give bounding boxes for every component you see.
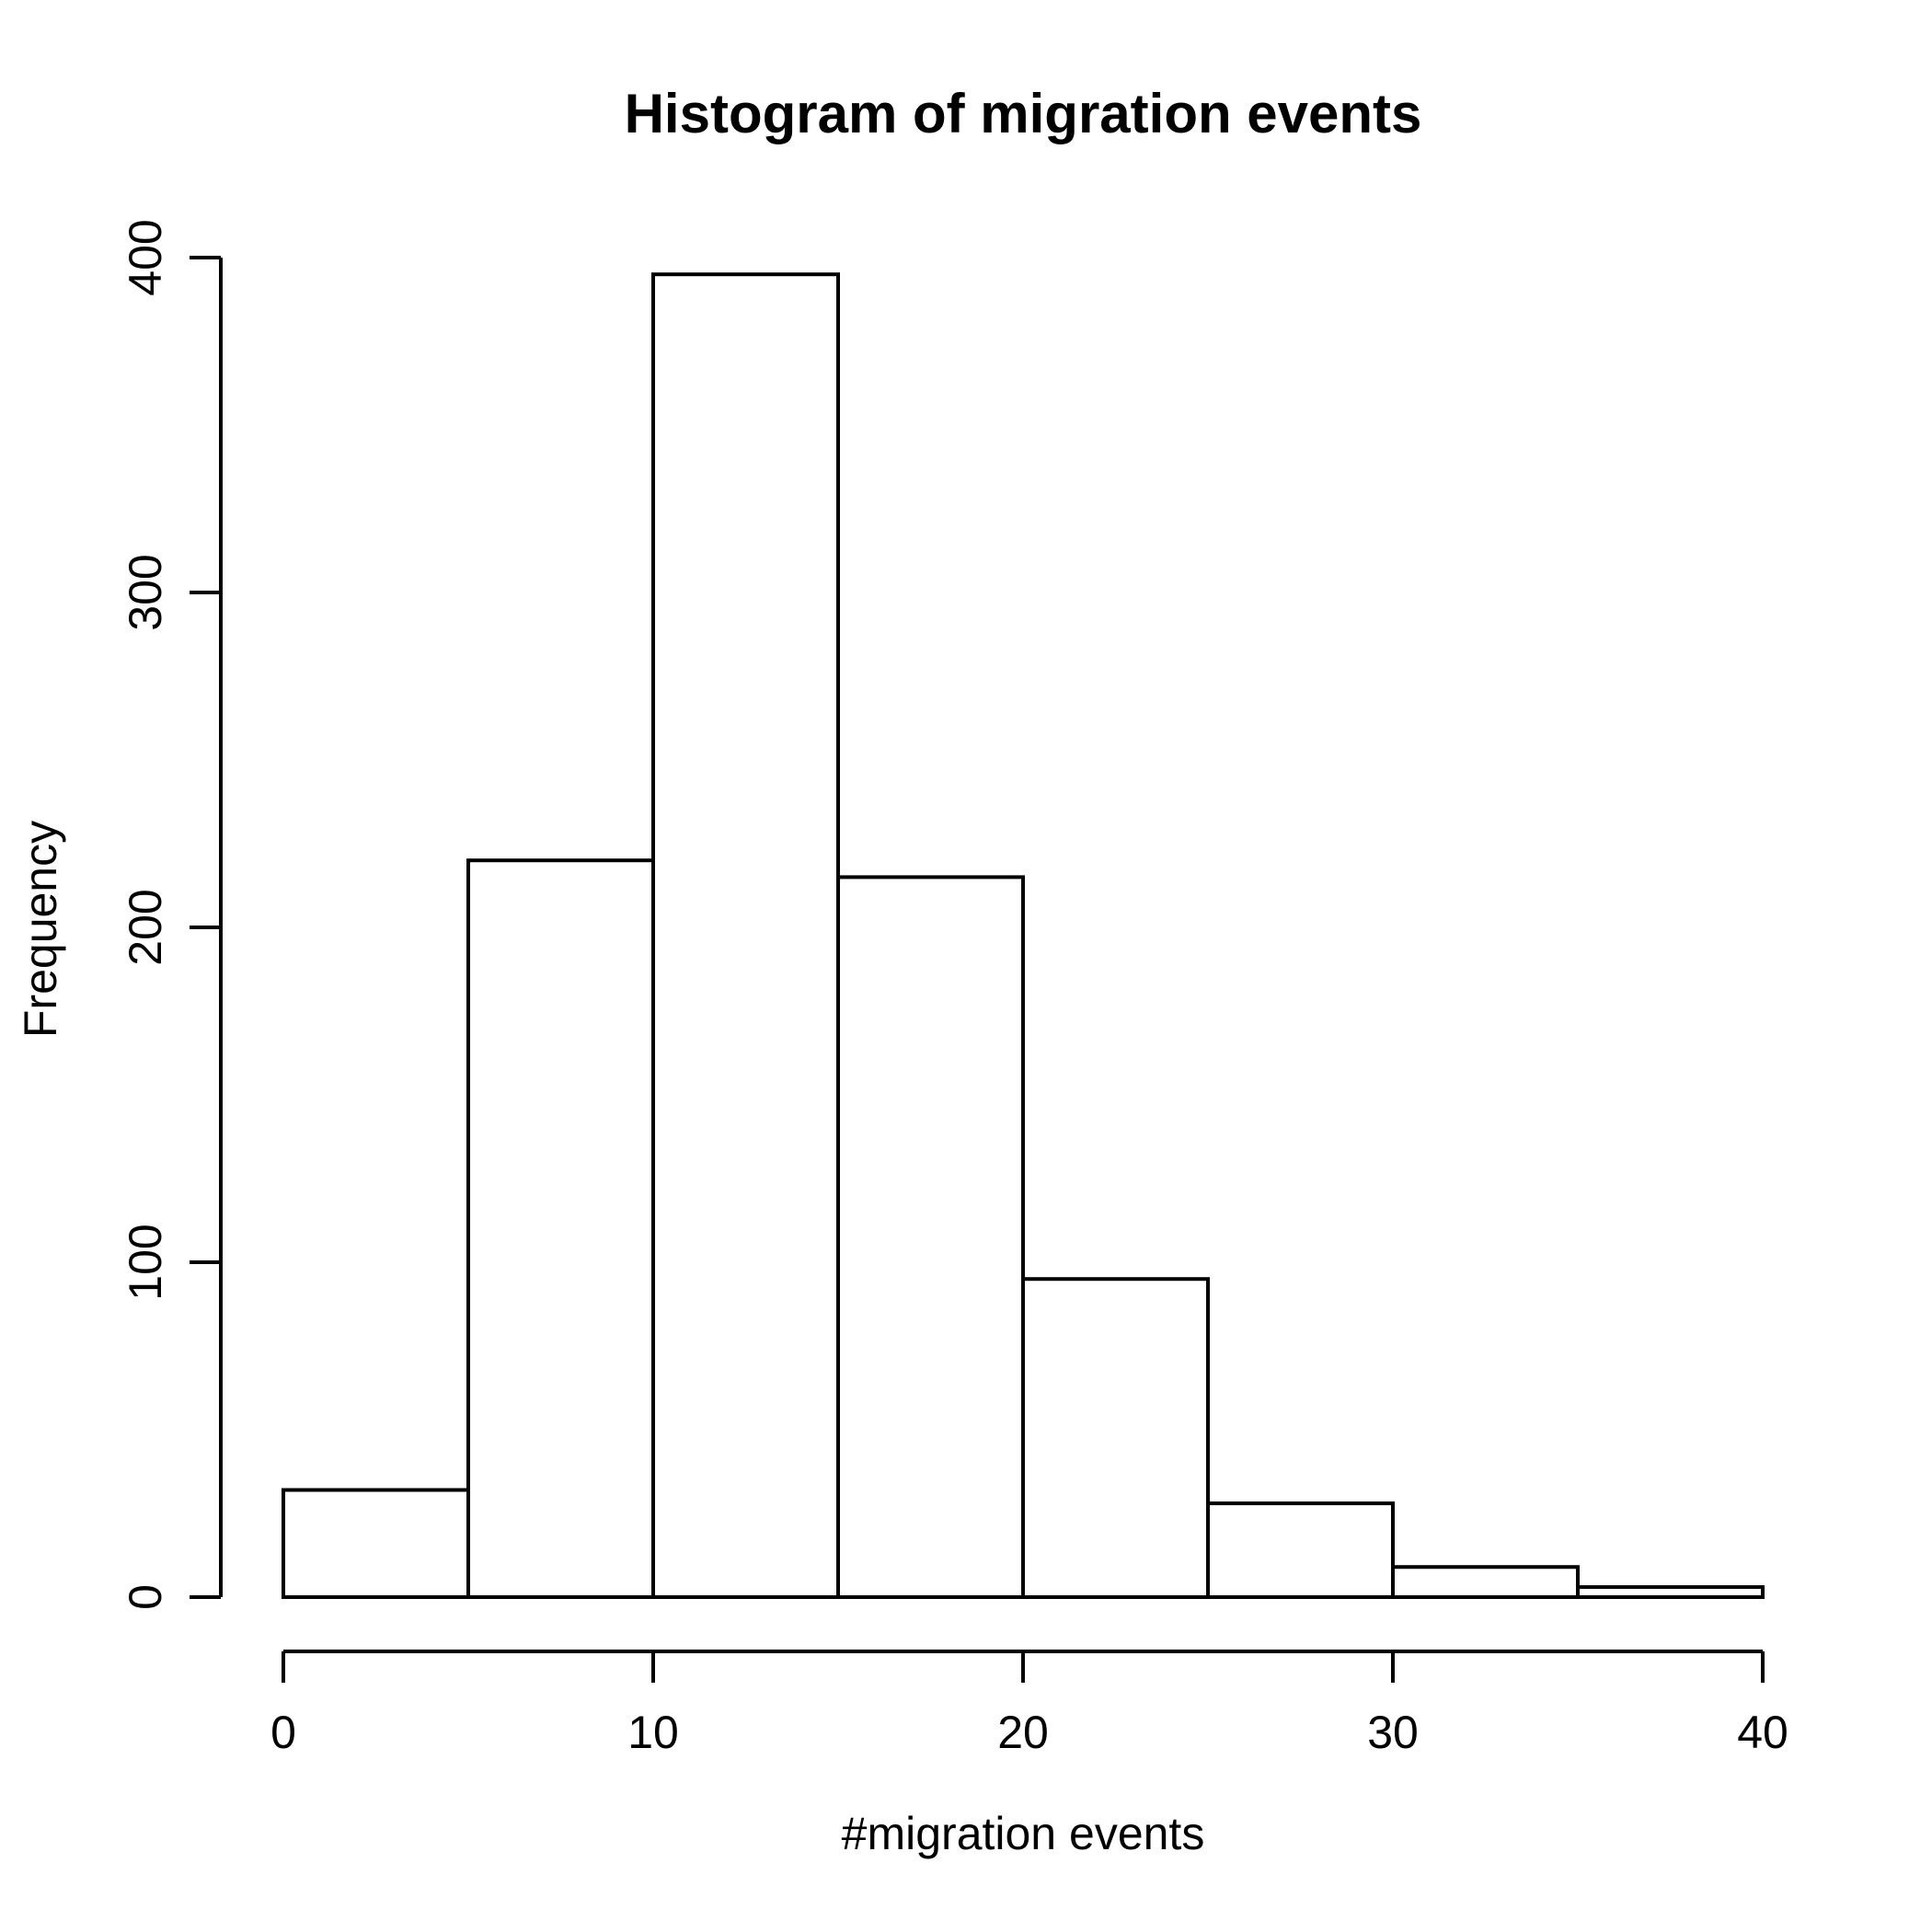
histogram-bar	[1206, 1501, 1395, 1599]
histogram-bar	[651, 272, 840, 1600]
histogram-bar	[1391, 1565, 1580, 1599]
histogram-bar	[1021, 1277, 1210, 1599]
y-tick-label: 300	[120, 554, 171, 630]
y-tick-label: 0	[120, 1584, 171, 1610]
x-tick-label: 10	[627, 1707, 679, 1758]
x-tick-label: 40	[1737, 1707, 1788, 1758]
x-tick-label: 20	[997, 1707, 1049, 1758]
histogram-bar	[1576, 1585, 1765, 1599]
chart-title: Histogram of migration events	[624, 83, 1422, 144]
x-tick-label: 0	[270, 1707, 296, 1758]
histogram-bar	[466, 858, 655, 1599]
histogram-bar	[282, 1488, 470, 1600]
y-tick-label: 400	[120, 219, 171, 295]
x-axis-label: #migration events	[841, 1808, 1205, 1859]
x-tick-label: 30	[1367, 1707, 1419, 1758]
y-tick-label: 200	[120, 889, 171, 965]
histogram-bar	[836, 875, 1025, 1599]
y-axis-label: Frequency	[15, 820, 66, 1039]
y-tick-label: 100	[120, 1224, 171, 1300]
